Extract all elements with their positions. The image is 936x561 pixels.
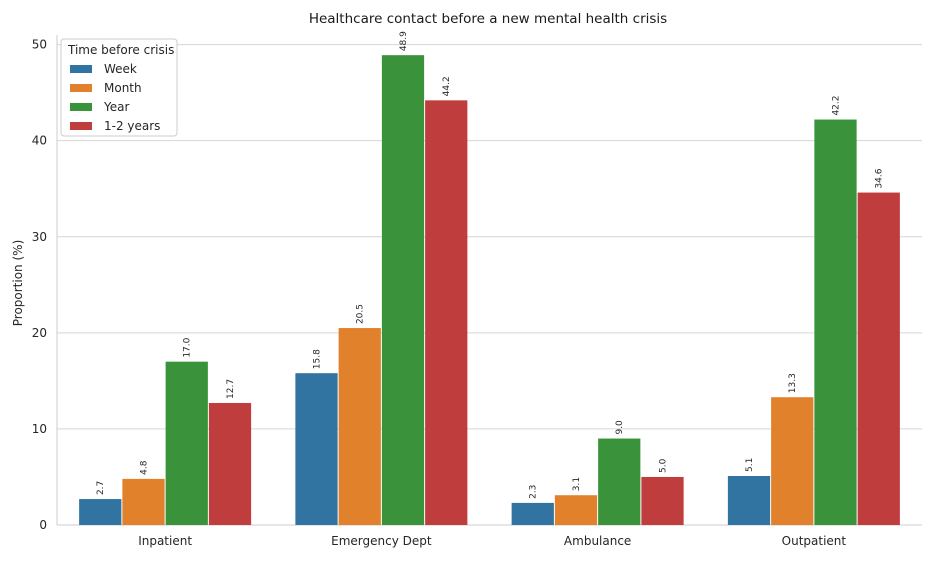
bar-value-label: 44.2 — [442, 76, 452, 96]
legend-swatch — [70, 84, 92, 92]
legend-box — [60, 38, 178, 137]
legend-swatch — [70, 103, 92, 111]
bar — [771, 397, 814, 525]
bar-value-labels: 2.7 4.8 17.0 12.7 15.8 20.5 48.9 44.2 2.3 3.1 9.0 5… — [96, 31, 885, 499]
bar — [554, 495, 598, 525]
bar — [381, 55, 425, 525]
x-axis-ticks: Inpatient Emergency Dept Ambulance Outpatie… — [138, 534, 846, 548]
legend-items: Week Month Year 1-2 years — [70, 62, 160, 133]
legend-title: Time before crisis — [67, 43, 174, 57]
legend-swatch — [70, 65, 92, 73]
legend-label: Week — [104, 62, 137, 76]
bar-value-label: 5.1 — [745, 458, 755, 472]
bar — [208, 402, 252, 525]
bar-value-label: 12.7 — [226, 379, 236, 399]
x-tick-label: Inpatient — [138, 534, 192, 548]
bar-value-label: 3.1 — [572, 477, 582, 491]
bar-value-label: 9.0 — [615, 420, 625, 435]
bar-value-label: 2.7 — [96, 481, 106, 495]
bar-value-label: 15.8 — [313, 349, 323, 369]
bar — [165, 361, 208, 525]
bars-group — [79, 55, 900, 526]
bar-value-label: 17.0 — [183, 337, 193, 357]
legend-label: 1-2 years — [104, 119, 160, 133]
legend-swatch — [70, 122, 92, 130]
bar — [511, 502, 554, 525]
bar-value-label: 2.3 — [529, 485, 539, 499]
y-tick-label: 30 — [32, 230, 47, 244]
bar — [425, 100, 468, 525]
y-tick-label: 20 — [32, 326, 47, 340]
legend-label: Month — [104, 81, 142, 95]
bar — [814, 119, 857, 526]
bar — [122, 478, 165, 525]
chart-title: Healthcare contact before a new mental h… — [309, 11, 667, 27]
bar — [79, 499, 122, 525]
bar-value-label: 20.5 — [356, 304, 366, 324]
x-tick-label: Outpatient — [782, 534, 847, 548]
y-axis-ticks: 0 10 20 30 40 50 — [32, 38, 47, 532]
bar — [295, 373, 338, 525]
bar-value-label: 42.2 — [832, 96, 842, 116]
bar — [857, 192, 900, 525]
bar — [598, 438, 641, 525]
y-tick-label: 50 — [32, 38, 47, 52]
bar-value-label: 4.8 — [140, 460, 150, 475]
x-tick-label: Ambulance — [564, 534, 631, 548]
legend: Time before crisis Week Month Year 1-2 year… — [60, 38, 178, 137]
bar — [338, 328, 381, 525]
bar-value-label: 48.9 — [399, 31, 409, 51]
bar — [727, 476, 771, 525]
y-tick-label: 0 — [39, 518, 47, 532]
y-tick-label: 40 — [32, 134, 47, 148]
y-tick-label: 10 — [32, 422, 47, 436]
legend-label: Year — [103, 100, 129, 114]
bar-value-label: 34.6 — [875, 168, 885, 188]
bar-value-label: 5.0 — [659, 458, 669, 473]
bar-value-label: 13.3 — [788, 373, 798, 393]
y-axis-label: Proportion (%) — [11, 240, 25, 327]
bar — [641, 476, 684, 525]
x-tick-label: Emergency Dept — [331, 534, 432, 548]
